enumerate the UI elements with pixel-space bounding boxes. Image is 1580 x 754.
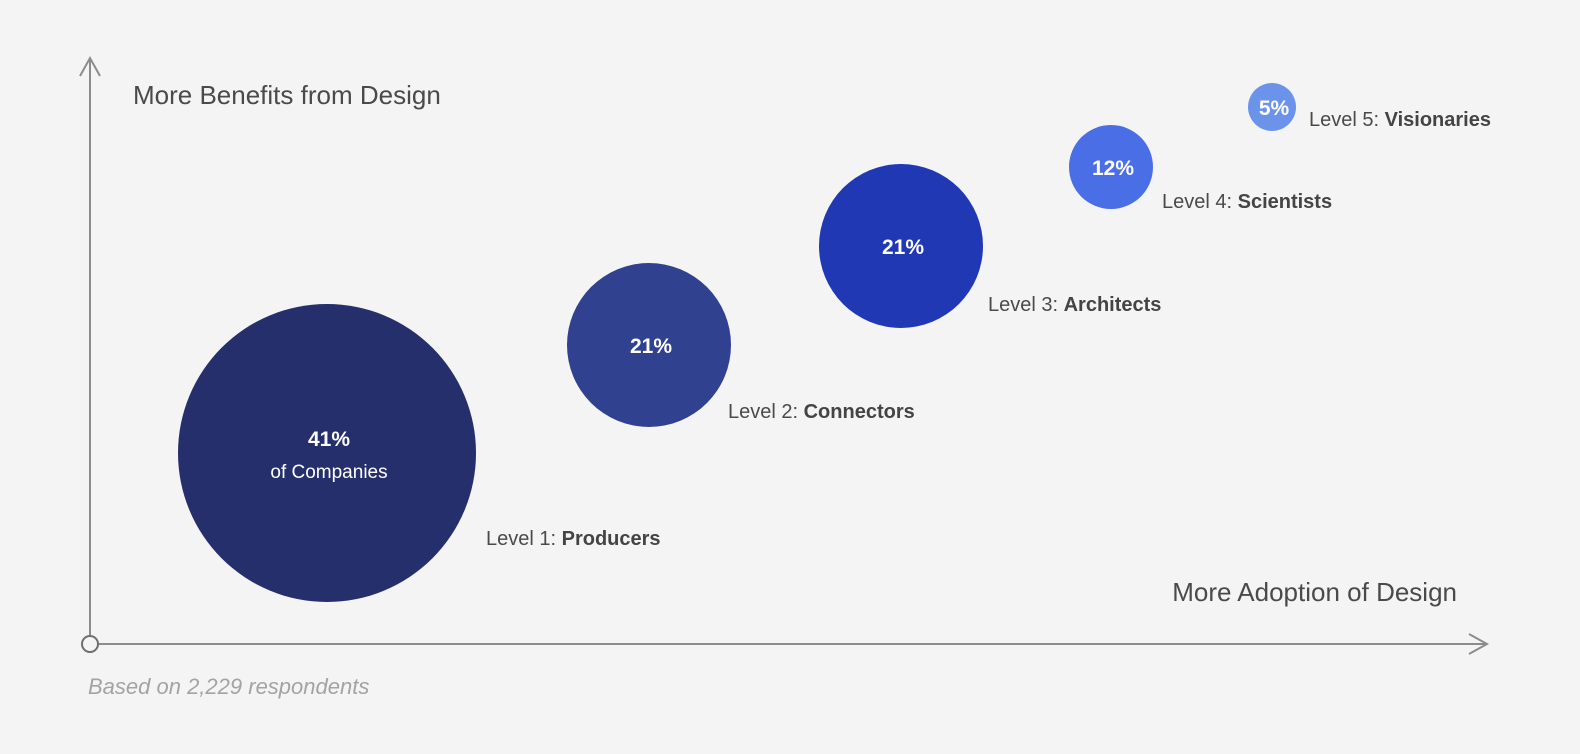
level-label: Level 4: Scientists xyxy=(1162,191,1332,213)
level-4-group: 12% Level 4: Scientists xyxy=(1069,125,1332,213)
level-1-group: 41% of Companies Level 1: Producers xyxy=(178,304,661,602)
axes xyxy=(79,55,1490,655)
bubble-value-label: 21% xyxy=(882,236,924,259)
level-name: Scientists xyxy=(1238,191,1332,213)
level-3-group: 21% Level 3: Architects xyxy=(819,164,1161,328)
level-name: Architects xyxy=(1064,294,1162,316)
level-label: Level 2: Connectors xyxy=(728,401,915,423)
x-axis-arrow-icon xyxy=(1468,633,1490,655)
y-axis-title: More Benefits from Design xyxy=(133,80,441,110)
bubble-value-label: 5% xyxy=(1259,97,1290,120)
level-prefix: Level 1: xyxy=(486,528,562,550)
level-name: Visionaries xyxy=(1385,109,1491,131)
bubble-value-label: 21% xyxy=(630,335,672,358)
bubble-level-5 xyxy=(1248,83,1296,131)
level-5-group: 5% Level 5: Visionaries xyxy=(1248,83,1491,131)
bubbles: 41% of Companies Level 1: Producers 21% Leve… xyxy=(178,83,1491,602)
bubble-level-2 xyxy=(567,263,731,427)
level-prefix: Level 4: xyxy=(1162,191,1238,213)
level-prefix: Level 3: xyxy=(988,294,1064,316)
bubble-level-4 xyxy=(1069,125,1153,209)
level-prefix: Level 5: xyxy=(1309,109,1385,131)
y-axis-arrow-icon xyxy=(79,55,101,77)
bubble-sub-label: of Companies xyxy=(270,462,387,483)
bubble-level-1 xyxy=(178,304,476,602)
x-axis-title: More Adoption of Design xyxy=(1172,577,1457,607)
level-2-group: 21% Level 2: Connectors xyxy=(567,263,915,427)
level-label: Level 5: Visionaries xyxy=(1309,109,1491,131)
bubble-level-3 xyxy=(819,164,983,328)
level-label: Level 1: Producers xyxy=(486,528,661,550)
axis-origin-marker xyxy=(81,635,99,653)
level-name: Producers xyxy=(562,528,661,550)
bubble-value-label: 41% xyxy=(308,428,350,451)
level-label: Level 3: Architects xyxy=(988,294,1161,316)
level-name: Connectors xyxy=(804,401,915,423)
bubble-value-label: 12% xyxy=(1092,157,1134,180)
level-prefix: Level 2: xyxy=(728,401,804,423)
footnote: Based on 2,229 respondents xyxy=(88,674,369,699)
